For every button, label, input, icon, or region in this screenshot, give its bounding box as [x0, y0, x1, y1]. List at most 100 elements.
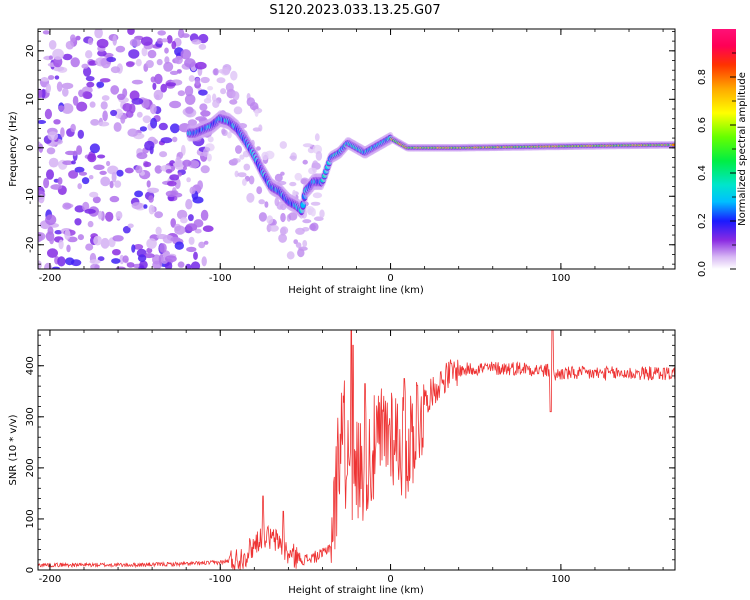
noise-blob: [96, 81, 105, 88]
noise-blob: [77, 234, 84, 241]
noise-blob: [87, 153, 97, 163]
noise-blob: [114, 108, 123, 119]
snr-panel: -200 -100 0 100 0 100 200 300 400 Height of stra…: [8, 329, 676, 596]
snr-xlabel: Height of straight line (km): [288, 585, 424, 596]
noise-blob: [184, 94, 196, 105]
noise-blob: [126, 61, 135, 68]
noise-blob: [174, 225, 186, 235]
y-tick-label: 400: [25, 356, 36, 375]
noise-blob: [131, 202, 143, 210]
chart-title: S120.2023.033.13.25.G07: [269, 3, 440, 18]
noise-blob: [74, 166, 85, 173]
haze-blob: [207, 86, 214, 91]
noise-blob: [41, 88, 46, 99]
colorbar: 0.0 0.2 0.4 0.6 0.8 Normalized spectral ampl…: [697, 29, 748, 277]
y-tick-label: 300: [25, 407, 36, 426]
noise-blob: [112, 235, 124, 242]
colorbar-ticks: 0.0 0.2 0.4 0.6 0.8: [697, 52, 736, 277]
noise-blob: [188, 75, 195, 82]
haze-blob: [310, 222, 319, 232]
haze-blob: [242, 178, 247, 186]
haze-blob: [276, 201, 284, 210]
noise-blob: [155, 226, 162, 236]
noise-blob: [198, 89, 208, 96]
haze-blob: [255, 146, 261, 151]
noise-blob: [145, 60, 154, 68]
noise-blob: [62, 87, 69, 97]
noise-blob: [82, 201, 90, 212]
haze-blob: [298, 246, 308, 251]
colorbar-label: Normalized spectral amplitude: [737, 72, 748, 226]
haze-blob: [212, 99, 220, 109]
y-tick-label: 0: [25, 567, 36, 573]
noise-blob: [62, 202, 72, 210]
noise-blob: [187, 119, 197, 127]
noise-blob: [115, 45, 126, 53]
y-tick-label: -10: [25, 188, 36, 204]
haze-blob: [200, 165, 210, 174]
haze-blob: [258, 124, 263, 132]
noise-blob: [198, 43, 207, 50]
noise-blob: [141, 98, 150, 109]
noise-blob: [89, 101, 96, 108]
noise-blob: [190, 261, 201, 269]
noise-blob: [197, 180, 204, 191]
noise-blob: [62, 53, 73, 61]
noise-blob: [200, 110, 211, 117]
haze-blob: [200, 76, 210, 84]
noise-blob: [110, 109, 118, 117]
haze-blob: [312, 192, 323, 199]
noise-blob: [127, 29, 135, 35]
noise-blob: [89, 191, 99, 198]
haze-blob: [302, 143, 313, 148]
noise-blob: [90, 263, 100, 269]
haze-blob: [279, 141, 287, 149]
noise-blob: [75, 35, 81, 41]
noise-blob: [112, 249, 121, 256]
noise-blob: [99, 78, 111, 83]
haze-blob: [206, 153, 212, 162]
noise-blob: [57, 256, 66, 267]
haze-blob: [261, 151, 269, 161]
noise-blob: [188, 236, 195, 245]
noise-blob: [45, 214, 57, 225]
haze-blob: [246, 192, 255, 203]
noise-blob: [85, 76, 95, 82]
noise-blob: [200, 209, 209, 221]
noise-blob: [199, 103, 208, 111]
noise-blob: [169, 174, 180, 181]
noise-blob: [64, 229, 71, 241]
noise-blob: [169, 70, 179, 75]
haze-blob: [243, 163, 251, 171]
noise-blob: [188, 214, 194, 222]
noise-blob: [180, 217, 188, 224]
noise-blob: [100, 101, 108, 110]
noise-blob: [177, 261, 185, 268]
haze-blob: [203, 147, 209, 158]
noise-blob: [143, 253, 155, 259]
noise-blob: [77, 129, 85, 139]
noise-blob: [106, 56, 117, 63]
noise-blob: [53, 119, 61, 125]
noise-blob: [54, 230, 63, 235]
noise-blob: [101, 95, 110, 101]
haze-blob: [256, 186, 263, 195]
noise-blob: [181, 33, 190, 38]
noise-blob: [146, 247, 153, 254]
noise-blob: [180, 49, 192, 60]
spectrogram-ylabel: Frequency (Hz): [8, 111, 19, 187]
noise-blob: [72, 95, 79, 106]
noise-blob: [76, 145, 83, 156]
noise-blob: [148, 195, 154, 203]
noise-blob: [126, 262, 135, 268]
noise-blob: [65, 150, 76, 156]
noise-blob: [107, 165, 119, 175]
noise-blob: [110, 66, 121, 74]
noise-blob: [129, 103, 136, 114]
noise-blob: [44, 262, 52, 269]
noise-blob: [102, 110, 108, 122]
haze-blob: [221, 128, 226, 135]
x-tick-label: -100: [209, 273, 232, 284]
haze-blob: [213, 68, 219, 76]
